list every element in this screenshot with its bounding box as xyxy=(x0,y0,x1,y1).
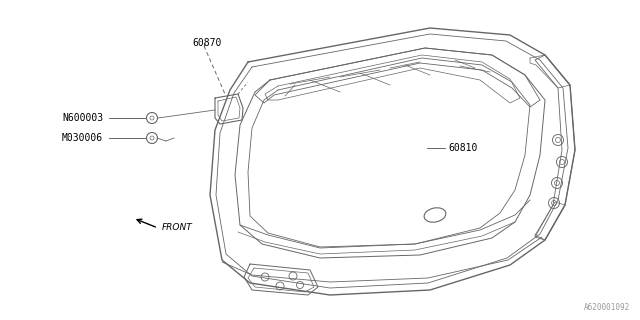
Text: 60810: 60810 xyxy=(448,143,477,153)
Text: A620001092: A620001092 xyxy=(584,303,630,312)
Text: 60870: 60870 xyxy=(192,38,221,48)
Text: M030006: M030006 xyxy=(62,133,103,143)
Text: FRONT: FRONT xyxy=(162,223,193,233)
Text: N600003: N600003 xyxy=(62,113,103,123)
